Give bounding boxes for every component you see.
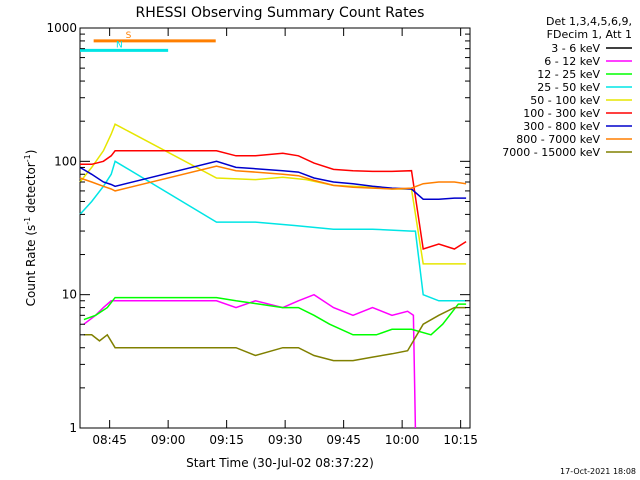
timestamp: 17-Oct-2021 18:08: [560, 467, 636, 476]
flag-layer: SN: [80, 31, 216, 52]
x-tick-label-6: 10:15: [443, 433, 478, 447]
flag-label-n: N: [116, 40, 123, 50]
legend-label-2: 12 - 25 keV: [537, 68, 600, 81]
series-line-7: [79, 165, 467, 192]
x-tick-label-1: 09:00: [151, 433, 186, 447]
x-tick-label-3: 09:30: [268, 433, 303, 447]
x-axis-label: Start Time (30-Jul-02 08:37:22): [186, 456, 374, 470]
y-tick-label-0: 1: [69, 421, 77, 435]
x-tick-label-4: 09:45: [326, 433, 361, 447]
legend-label-7: 800 - 7000 keV: [516, 133, 600, 146]
legend-header-line-2: FDecim 1, Att 1: [547, 28, 632, 41]
y-axis-label: Count Rate (s-1 detector-1): [23, 150, 38, 307]
series-line-8: [83, 306, 467, 362]
legend-header-line-1: Det 1,3,4,5,6,9,: [546, 15, 632, 28]
y-axis-label-mid: detector: [24, 162, 38, 217]
y-tick-label-3: 1000: [46, 21, 77, 35]
plot-frame: [79, 27, 471, 429]
y-axis-label-sup2: -1: [23, 154, 32, 162]
x-tick-label-0: 08:45: [92, 433, 127, 447]
legend-label-5: 100 - 300 keV: [523, 107, 600, 120]
series-line-1: [83, 293, 417, 429]
x-tick-label-5: 10:00: [385, 433, 420, 447]
y-tick-label-2: 100: [54, 154, 77, 168]
series-line-6: [79, 160, 467, 200]
legend-label-8: 7000 - 15000 keV: [502, 146, 600, 159]
series-line-5: [80, 150, 467, 250]
chart-title: RHESSI Observing Summary Count Rates: [136, 5, 425, 21]
series-line-4: [79, 123, 467, 265]
y-tick-label-1: 10: [62, 288, 77, 302]
y-axis-label-prefix: Count Rate (s: [24, 225, 38, 307]
legend-label-1: 6 - 12 keV: [544, 55, 600, 68]
legend-label-6: 300 - 800 keV: [523, 120, 600, 133]
series-layer: [79, 123, 467, 429]
series-line-3: [79, 160, 467, 302]
flag-label-s: S: [126, 31, 132, 41]
x-tick-label-2: 09:15: [209, 433, 244, 447]
legend-label-4: 50 - 100 keV: [530, 94, 600, 107]
legend: Det 1,3,4,5,6,9, FDecim 1, Att 1 3 - 6 k…: [502, 15, 632, 159]
x-axis-ticks: 08:45 09:00 09:15 09:30 09:45 10:00 10:15: [92, 28, 478, 447]
y-axis-label-sup1: -1: [23, 217, 32, 225]
y-axis-ticks: 1 10 100 1000: [46, 21, 470, 435]
legend-label-3: 25 - 50 keV: [537, 81, 600, 94]
legend-label-0: 3 - 6 keV: [551, 42, 600, 55]
y-axis-label-suffix: ): [24, 150, 38, 155]
series-line-2: [83, 296, 467, 336]
